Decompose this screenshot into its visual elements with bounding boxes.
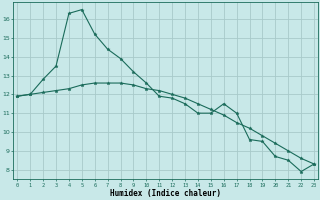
- X-axis label: Humidex (Indice chaleur): Humidex (Indice chaleur): [110, 189, 221, 198]
